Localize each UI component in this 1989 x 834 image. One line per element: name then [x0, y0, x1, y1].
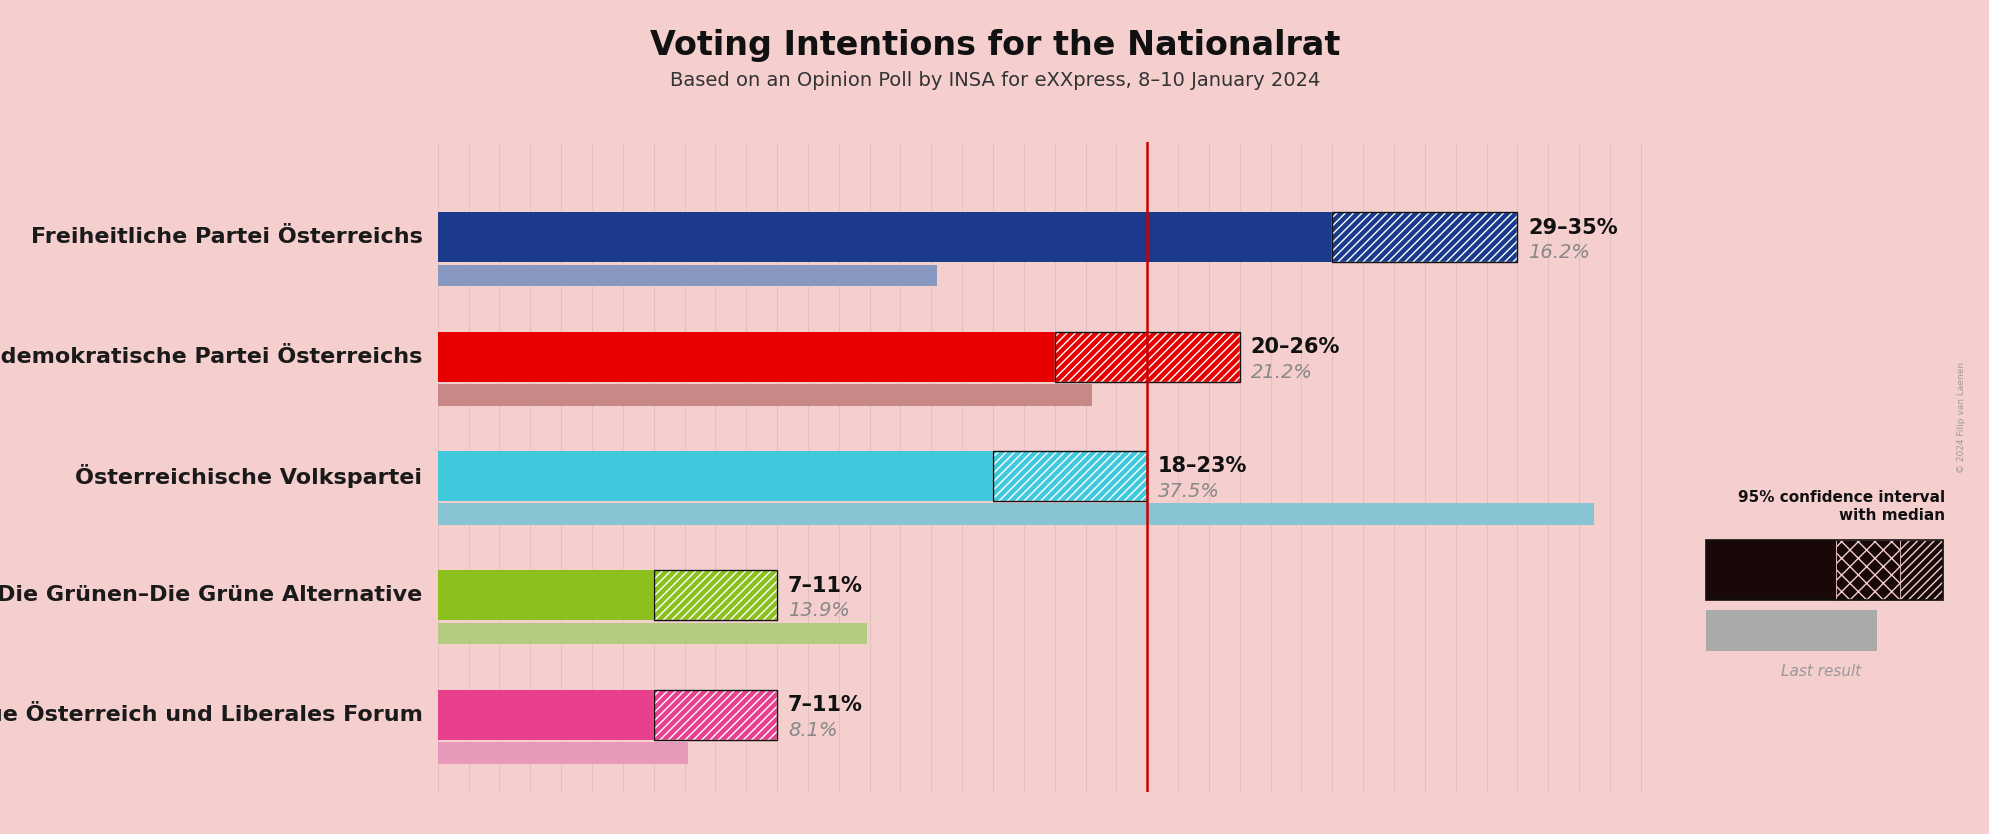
Text: 37.5%: 37.5%: [1158, 482, 1219, 501]
Bar: [1333, 212, 1516, 263]
Bar: [993, 451, 1146, 501]
Text: 20–26%: 20–26%: [1249, 337, 1339, 357]
Bar: [438, 264, 937, 286]
Bar: [652, 570, 776, 620]
Text: 8.1%: 8.1%: [788, 721, 837, 740]
Bar: [1054, 332, 1239, 382]
Bar: [652, 690, 776, 740]
Bar: [438, 451, 993, 501]
Text: Last result: Last result: [1780, 664, 1860, 679]
Bar: [438, 742, 688, 764]
Bar: [438, 690, 652, 740]
Bar: [993, 451, 1146, 501]
Bar: [652, 690, 776, 740]
Bar: [1054, 332, 1239, 382]
Text: 95% confidence interval
with median: 95% confidence interval with median: [1736, 490, 1945, 523]
Text: 7–11%: 7–11%: [788, 696, 863, 716]
Bar: [1705, 540, 1836, 600]
Text: Based on an Opinion Poll by INSA for eXXpress, 8–10 January 2024: Based on an Opinion Poll by INSA for eXX…: [670, 71, 1319, 90]
Text: 29–35%: 29–35%: [1528, 218, 1617, 238]
Text: Sozialdemokratische Partei Österreichs: Sozialdemokratische Partei Österreichs: [0, 347, 422, 367]
Bar: [1333, 212, 1516, 263]
Bar: [438, 212, 1333, 263]
Text: 21.2%: 21.2%: [1249, 363, 1313, 382]
Text: 16.2%: 16.2%: [1528, 244, 1589, 262]
Bar: [438, 570, 652, 620]
Bar: [1836, 540, 1899, 600]
Text: 18–23%: 18–23%: [1158, 456, 1247, 476]
Bar: [1899, 540, 1941, 600]
Text: NEOS–Das Neue Österreich und Liberales Forum: NEOS–Das Neue Österreich und Liberales F…: [0, 705, 422, 725]
Bar: [652, 690, 776, 740]
Bar: [438, 384, 1092, 405]
Bar: [1054, 332, 1239, 382]
Bar: [652, 570, 776, 620]
Bar: [438, 332, 1054, 382]
Text: 13.9%: 13.9%: [788, 601, 849, 620]
Text: 7–11%: 7–11%: [788, 575, 863, 595]
Text: © 2024 Filip van Laenen: © 2024 Filip van Laenen: [1955, 361, 1965, 473]
Bar: [438, 504, 1593, 525]
Text: Die Grünen–Die Grüne Alternative: Die Grünen–Die Grüne Alternative: [0, 585, 422, 605]
Text: Freiheitliche Partei Österreichs: Freiheitliche Partei Österreichs: [30, 228, 422, 247]
Bar: [1705, 610, 1876, 651]
Text: Österreichische Volkspartei: Österreichische Volkspartei: [76, 464, 422, 488]
Bar: [1705, 540, 1941, 600]
Bar: [438, 623, 865, 645]
Text: Voting Intentions for the Nationalrat: Voting Intentions for the Nationalrat: [650, 29, 1339, 63]
Bar: [652, 570, 776, 620]
Bar: [1333, 212, 1516, 263]
Bar: [993, 451, 1146, 501]
